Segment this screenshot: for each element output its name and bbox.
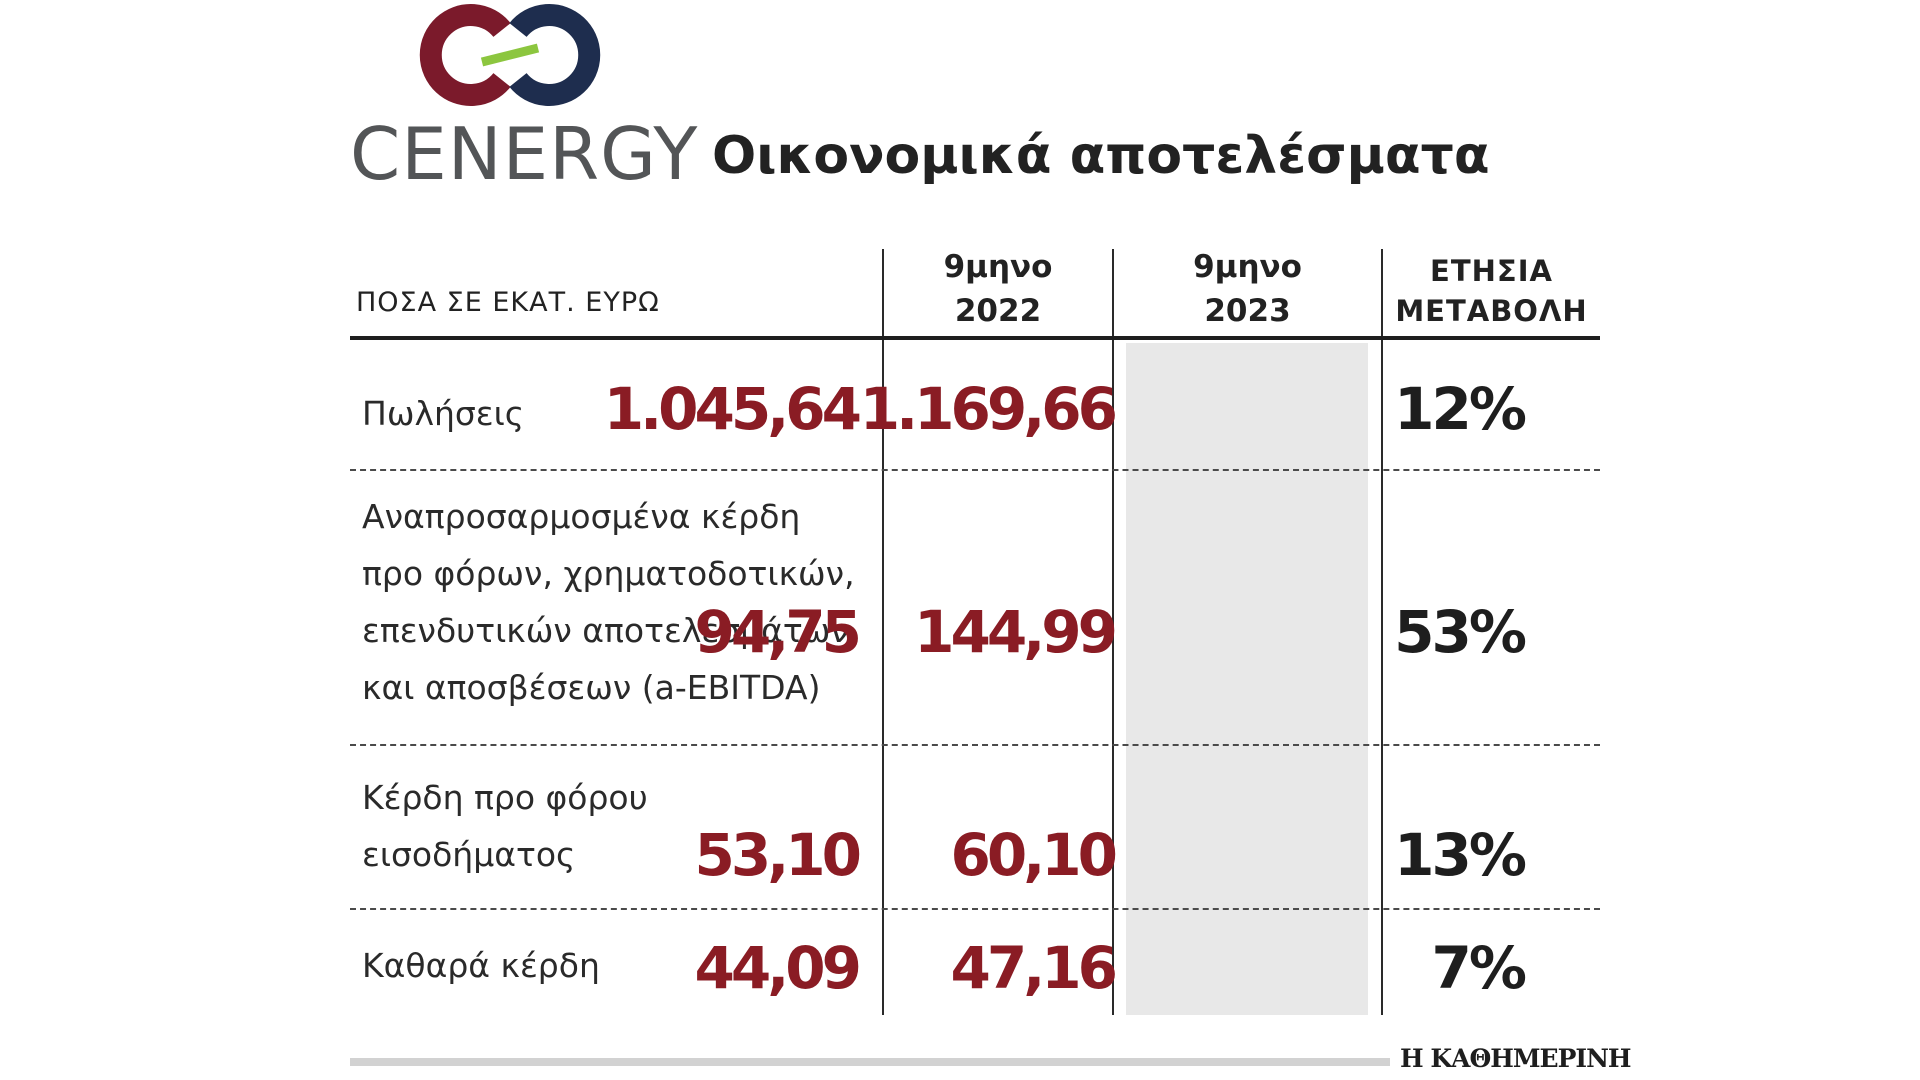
column-divider <box>1381 249 1383 1015</box>
change-net-profit: 7% <box>1431 934 1528 1002</box>
value-2022-pretax-profit: 53,10 <box>694 821 862 889</box>
header-units-label: ΠΟΣΑ ΣΕ ΕΚΑΤ. ΕΥΡΩ <box>356 287 660 318</box>
cenergy-logo: CENERGY <box>350 0 697 195</box>
header-col-2023-year: 2023 <box>1204 293 1291 329</box>
value-2022-a-ebitda: 94,75 <box>694 598 862 666</box>
row-label-line: εισοδήματος <box>362 835 576 874</box>
column-divider <box>882 249 884 1015</box>
row-label-sales: Πωλήσεις <box>362 385 524 442</box>
change-a-ebitda: 53% <box>1394 598 1527 666</box>
header-annual-change: ΕΤΗΣΙΑ ΜΕΤΑΒΟΛΗ <box>1383 251 1600 331</box>
value-2023-sales: 1.169,66 <box>859 375 1118 443</box>
row-divider <box>350 469 1600 471</box>
row-label-line: Αναπροσαρμοσμένα κέρδη <box>362 497 801 536</box>
logo-wordmark: CENERGY <box>350 112 699 196</box>
row-label-line: Πωλήσεις <box>362 394 525 433</box>
row-label-line: προ φόρων, χρηματοδοτικών, <box>362 554 855 593</box>
highlight-column-2023 <box>1126 343 1368 1015</box>
page-title: Οικονομικά αποτελέσματα <box>712 126 1490 186</box>
row-label-a-ebitda: Αναπροσαρμοσμένα κέρδη προ φόρων, χρηματ… <box>362 488 855 716</box>
row-label-line: επενδυτικών αποτελεσμάτων <box>362 611 849 650</box>
row-divider <box>350 744 1600 746</box>
footer-rule <box>350 1058 1390 1066</box>
row-label-line: και αποσβέσεων (a-EBITDA) <box>362 668 821 707</box>
row-label-line: Καθαρά κέρδη <box>362 946 600 985</box>
value-2023-net-profit: 47,16 <box>950 934 1118 1002</box>
value-2023-pretax-profit: 60,10 <box>950 821 1118 889</box>
header-annual-change-line1: ΕΤΗΣΙΑ <box>1430 254 1553 288</box>
row-divider <box>350 908 1600 910</box>
results-table: ΠΟΣΑ ΣΕ ΕΚΑΤ. ΕΥΡΩ 9μηνο 2022 9μηνο 2023… <box>350 245 1600 1020</box>
value-2022-net-profit: 44,09 <box>694 934 862 1002</box>
value-2023-a-ebitda: 144,99 <box>914 598 1118 666</box>
row-label-line: Κέρδη προ φόρου <box>362 778 648 817</box>
change-pretax-profit: 13% <box>1394 821 1527 889</box>
column-divider <box>1112 249 1114 1015</box>
header-col-2023: 9μηνο 2023 <box>1114 245 1381 333</box>
header-col-2022-period: 9μηνο <box>943 249 1053 285</box>
header-col-2022-year: 2022 <box>954 293 1042 329</box>
publisher-credit: Η ΚΑΘΗΜΕΡΙΝΗ <box>1400 1044 1632 1073</box>
change-sales: 12% <box>1394 375 1527 443</box>
row-label-net-profit: Καθαρά κέρδη <box>362 937 600 994</box>
cenergy-rings-icon <box>419 4 601 106</box>
header-col-2022: 9μηνο 2022 <box>882 245 1114 333</box>
row-label-pretax-profit: Κέρδη προ φόρου εισοδήματος <box>362 769 648 883</box>
header-rule <box>350 336 1600 340</box>
value-2022-sales: 1.045,64 <box>603 375 862 443</box>
header-col-2023-period: 9μηνο <box>1193 249 1302 285</box>
header-annual-change-line2: ΜΕΤΑΒΟΛΗ <box>1395 294 1588 328</box>
